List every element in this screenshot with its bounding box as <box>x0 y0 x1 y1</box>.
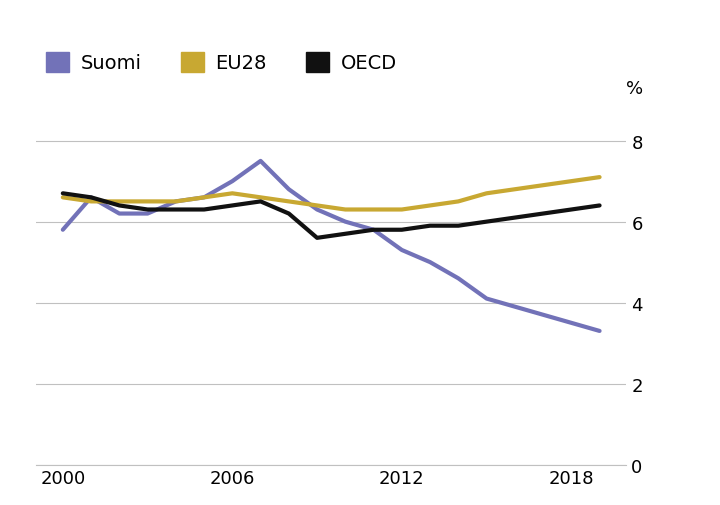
Text: %: % <box>626 79 644 97</box>
Legend: Suomi, EU28, OECD: Suomi, EU28, OECD <box>46 53 397 73</box>
